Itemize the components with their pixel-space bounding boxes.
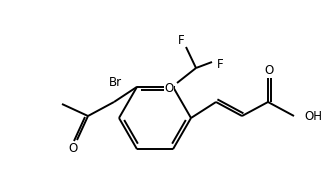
Text: O: O — [164, 81, 174, 94]
Text: Br: Br — [109, 75, 122, 88]
Text: OH: OH — [304, 109, 322, 122]
Text: F: F — [178, 34, 184, 47]
Text: O: O — [265, 64, 274, 77]
Text: F: F — [217, 57, 223, 70]
Text: O: O — [68, 143, 77, 156]
